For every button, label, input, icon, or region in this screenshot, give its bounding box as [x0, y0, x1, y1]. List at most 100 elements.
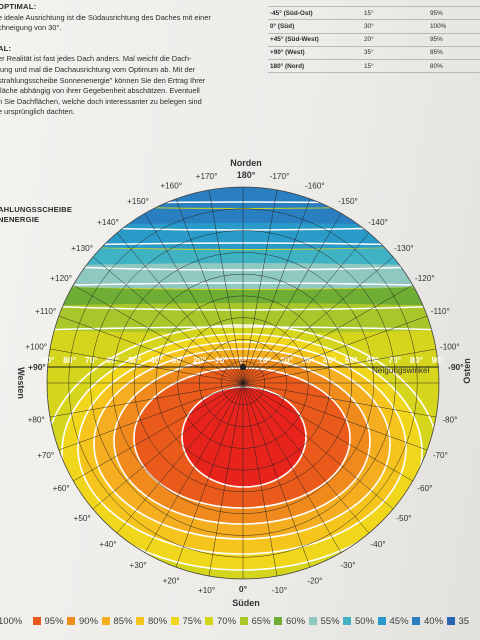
left-tick-label: +20° [163, 576, 180, 585]
north-degree: 180° [237, 170, 256, 180]
table-cell-direction: 180° (Nord) [268, 59, 362, 74]
table-cell-direction: +90° (West) [268, 46, 362, 60]
grid-radial [144, 382, 244, 553]
west-degree: +90° [28, 362, 46, 372]
legend-item: 35 [446, 616, 469, 627]
left-tick-label: +130° [71, 244, 93, 253]
right-tick-label: -40° [370, 540, 385, 549]
legend-label: 45% [389, 616, 409, 627]
yield-table: -45° (Süd-Ost) 15° 95% 0° (Süd) 30° 100%… [268, 0, 480, 74]
right-tick-label: -60° [417, 484, 432, 493]
legend-label: 70% [217, 616, 237, 627]
grid-radial [242, 382, 413, 482]
legend-label: 95% [44, 616, 64, 627]
north-label: Norden [230, 158, 262, 168]
left-tick-label: +120° [50, 274, 72, 283]
legend-swatch [343, 617, 351, 625]
grid-ring [177, 317, 309, 449]
left-tick-label: +100° [25, 343, 47, 352]
grid-radial [242, 189, 278, 384]
table-row: 180° (Nord) 15° 80% [268, 59, 480, 74]
tilt-scale-label: 50° [128, 355, 142, 365]
legend-label: 85% [113, 616, 133, 627]
table-cell-yield: 95% [428, 6, 480, 21]
grid-radial [242, 382, 342, 553]
table-cell-yield: 80% [428, 59, 480, 74]
right-tick-label: -10° [272, 586, 287, 595]
left-tick-label: +140° [97, 218, 119, 227]
tilt-scale-label: 0° [239, 355, 248, 365]
grid-radial [242, 198, 311, 384]
intro-para-line: tung und mal die Dachausrichtung vom Opt… [0, 64, 196, 74]
left-tick-label: +170° [196, 172, 218, 181]
legend-item: 40% [412, 616, 443, 627]
table-cell-direction: +45° (Süd-West) [268, 33, 362, 47]
right-tick-label: -100° [440, 343, 460, 352]
intro-text: OPTIMAL: e ideale Ausrichtung ist die Sü… [0, 2, 258, 118]
legend-label: 80% [148, 616, 168, 627]
intro-heading-optimal: OPTIMAL: [0, 2, 37, 11]
left-tick-label: +70° [37, 451, 54, 460]
right-tick-label: -150° [338, 197, 358, 206]
left-tick-label: +80° [28, 415, 45, 424]
legend-item: 70% [205, 616, 236, 627]
intro-para-line: strahlungsscheibe Sonnenenergie" können … [0, 75, 206, 85]
table-cell-yield: 85% [428, 46, 480, 60]
grid-ring [133, 273, 353, 493]
legend-item: 65% [239, 616, 271, 627]
grid-radial [242, 284, 413, 384]
table-cell-angle: 15° [362, 6, 428, 21]
tilt-scale-label: 70° [85, 355, 99, 365]
legend-swatch [274, 617, 282, 625]
legend-swatch [170, 617, 179, 625]
right-tick-label: -80° [442, 415, 457, 424]
tilt-scale-label: 90° [42, 355, 56, 365]
tilt-scale-label: 30° [172, 355, 186, 365]
legend-swatch [32, 617, 41, 625]
grid-radial [175, 382, 244, 568]
legend-label: 60% [286, 616, 306, 627]
grid-radial [242, 382, 370, 534]
grid-radial [49, 348, 244, 384]
table-cell-direction: -45° (Süd-Ost) [268, 6, 362, 21]
legend-item: 100% [0, 616, 22, 627]
right-tick-label: -50° [396, 514, 411, 523]
legend-swatch [136, 617, 144, 625]
right-tick-label: -20° [307, 576, 322, 585]
south-zones [47, 201, 439, 579]
legend-item: 90% [67, 616, 98, 627]
section-title-line: AHLUNGSSCHEIBE [0, 205, 73, 214]
left-tick-label: +40° [99, 540, 116, 549]
legend-swatch [101, 617, 110, 625]
legend-label: 55% [320, 616, 340, 627]
right-tick-label: -160° [305, 182, 325, 191]
right-tick-label: -120° [415, 274, 435, 283]
irradiation-zone [181, 386, 307, 488]
left-tick-label: +30° [129, 561, 146, 570]
tilt-scale-label: 20° [280, 355, 294, 365]
tick-labels: +170° +160° +150° +140° +130° +120° +110° +100°… [25, 172, 459, 595]
grid-radial [242, 213, 342, 384]
intro-para-line: fläche abhängig von ihrer Gegebenheit ab… [0, 86, 200, 96]
legend-item: 80% [136, 616, 167, 627]
section-title-line: NENERGIE [0, 215, 40, 224]
left-tick-label: +110° [35, 307, 56, 316]
south-label: Süden [232, 598, 260, 608]
right-tick-label: -30° [340, 561, 355, 570]
grid-radial [49, 382, 244, 418]
right-tick-label: -110° [431, 307, 450, 316]
grid-radial [92, 256, 244, 384]
intro-para-line: e ursprünglich dachten. [0, 107, 75, 117]
grid-ring [112, 252, 374, 514]
tilt-scale-label: 70° [388, 355, 402, 365]
left-tick-label: +160° [160, 182, 182, 191]
table-cell-angle: 35° [362, 46, 428, 60]
tilt-scale-label: 40° [323, 355, 337, 365]
grid-radial [242, 382, 437, 418]
east-degree: -90° [448, 362, 464, 372]
grid-radial [73, 284, 244, 384]
intro-para-line: er Realität ist fast jedes Dach anders. … [0, 54, 192, 64]
legend-swatch [205, 617, 213, 625]
table-row [268, 0, 480, 8]
